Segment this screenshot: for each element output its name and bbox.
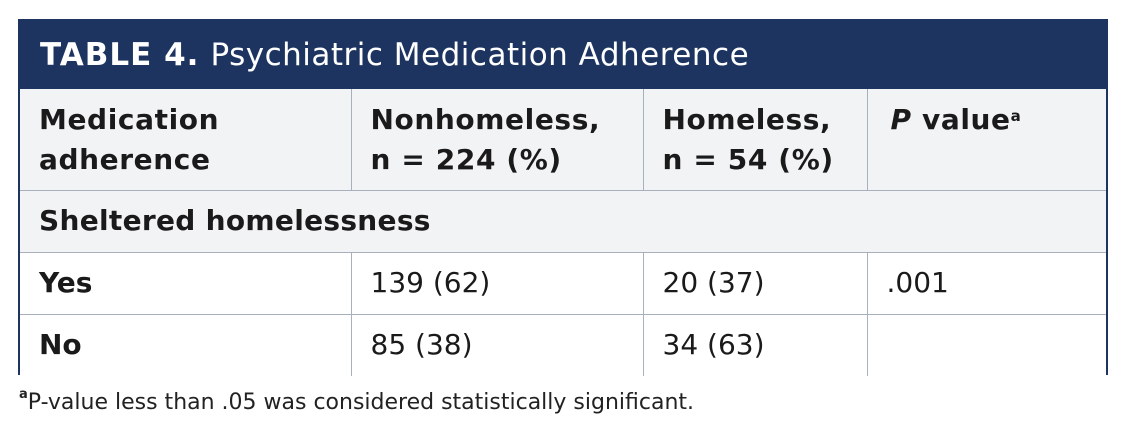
- table-title: Psychiatric Medication Adherence: [210, 37, 750, 73]
- footnote-text: P-value less than .05 was considered sta…: [27, 390, 695, 415]
- header-col2-line2: n = 224 (%): [370, 143, 562, 176]
- header-p-footnote-marker: a: [1010, 107, 1022, 125]
- footnote-marker: a: [19, 387, 28, 402]
- cell-homeless: 20 (37): [642, 251, 868, 315]
- table-grid: Medication adherence Nonhomeless, n = 22…: [20, 89, 1106, 376]
- section-sheltered-homelessness: Sheltered homelessness: [20, 189, 1106, 253]
- section-row: Sheltered homelessness: [20, 189, 1106, 253]
- table-footnote: aP-value less than .05 was considered st…: [19, 387, 695, 415]
- cell-p-value: .001: [866, 251, 1106, 315]
- header-col2-line1: Nonhomeless,: [370, 103, 601, 136]
- cell-nonhomeless: 85 (38): [350, 313, 644, 376]
- header-col3-line2: n = 54 (%): [662, 143, 834, 176]
- table-row: Yes 139 (62) 20 (37) .001: [20, 251, 1106, 315]
- cell-p-value: [866, 313, 1106, 376]
- medication-adherence-table: TABLE 4. Psychiatric Medication Adherenc…: [18, 19, 1108, 376]
- header-row: Medication adherence Nonhomeless, n = 22…: [20, 89, 1106, 191]
- row-label: Yes: [20, 251, 352, 315]
- header-col1-line1: Medication: [39, 103, 220, 136]
- table-row: No 85 (38) 34 (63): [20, 313, 1106, 376]
- cell-nonhomeless: 139 (62): [350, 251, 644, 315]
- header-nonhomeless: Nonhomeless, n = 224 (%): [350, 89, 644, 191]
- cell-homeless: 34 (63): [642, 313, 868, 376]
- header-p-value-text: value: [921, 103, 1011, 136]
- table-label: TABLE 4.: [40, 37, 200, 73]
- header-medication-adherence: Medication adherence: [20, 89, 352, 191]
- header-p-letter: P: [890, 103, 912, 136]
- table-title-bar: TABLE 4. Psychiatric Medication Adherenc…: [20, 21, 1106, 89]
- header-p-value: P valuea: [866, 89, 1106, 191]
- header-col1-line2: adherence: [39, 143, 211, 176]
- row-label: No: [20, 313, 352, 376]
- header-homeless: Homeless, n = 54 (%): [642, 89, 868, 191]
- header-col3-line1: Homeless,: [662, 103, 832, 136]
